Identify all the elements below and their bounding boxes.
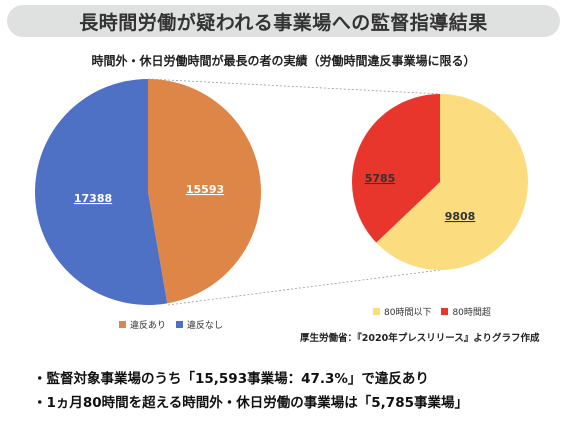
chart-subtitle: 時間外・休日労働時間が最長の者の実績（労働時間違反事業場に限る） bbox=[91, 54, 476, 68]
legend-label-violation: 違反あり bbox=[130, 321, 167, 331]
source-note: 厚生労働省：『2020年プレスリリース』よりグラフ作成 bbox=[300, 333, 540, 344]
legend-label-under-80h: 80時間以下 bbox=[384, 308, 432, 318]
left-pie-slice-1 bbox=[35, 79, 168, 305]
legend-swatch-under-80h bbox=[373, 308, 380, 315]
left-pie-chart bbox=[35, 79, 262, 305]
data-label-violation: 15593 bbox=[186, 183, 224, 196]
legend-swatch-over-80h bbox=[441, 308, 449, 315]
bullet-2: ・1ヵ月80時間を超える時間外・休日労働の事業場は「5,785事業場」 bbox=[33, 395, 468, 411]
right-pie-chart bbox=[352, 94, 528, 270]
left-legend: 違反あり 違反なし bbox=[119, 318, 223, 331]
right-pie-slice-0 bbox=[376, 94, 528, 270]
connector-line-0 bbox=[147, 78, 441, 95]
right-pie-slice-1 bbox=[352, 94, 440, 243]
legend-swatch-no-violation bbox=[176, 321, 184, 328]
data-label-under-80h: 9808 bbox=[445, 210, 476, 223]
explode-connectors bbox=[147, 78, 441, 306]
left-pie-slice-0 bbox=[148, 79, 262, 304]
legend-label-no-violation: 違反なし bbox=[187, 321, 224, 331]
connector-line-1 bbox=[167, 269, 441, 306]
legend-label-over-80h: 80時間超 bbox=[452, 308, 491, 318]
bullet-1: ・監督対象事業場のうち「15,593事業場：47.3%」で違反あり bbox=[33, 371, 429, 387]
page-title: 長時間労働が疑われる事業場への監督指導結果 bbox=[7, 5, 560, 37]
data-label-violation-none: 17388 bbox=[74, 192, 112, 205]
data-label-over-80h: 5785 bbox=[365, 172, 396, 185]
right-legend: 80時間以下 80時間超 bbox=[373, 305, 491, 318]
legend-swatch-violation bbox=[119, 321, 126, 328]
